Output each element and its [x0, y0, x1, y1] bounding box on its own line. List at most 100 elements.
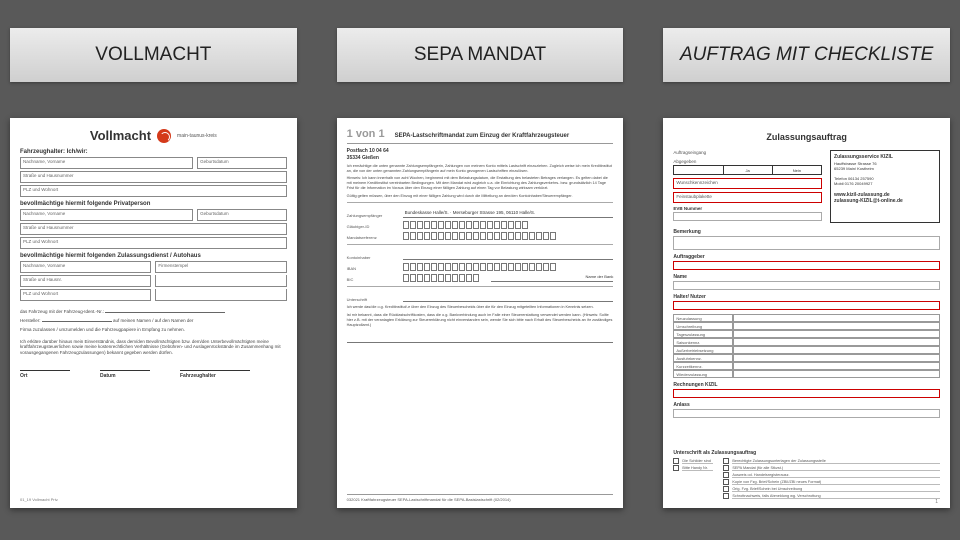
contact-card: Zulassungsservice KIZIL Hauffstrasse Str… [830, 150, 940, 223]
doc1-sec3: bevollmächtige hiermit folgenden Zulassu… [20, 253, 287, 259]
grid-value [733, 314, 940, 322]
note1: Ich werde das/die o.g. Kreditinstitut/-e… [347, 305, 614, 310]
lab-abgegeben: Abgegeben [673, 159, 822, 164]
grid-label: Ausfuhrkennz. [673, 354, 733, 362]
seg-empty [674, 166, 723, 174]
grid-value [733, 346, 940, 354]
doc2-title: SEPA-Lastschriftmandat zum Einzug der Kr… [395, 133, 570, 139]
sec-rech: Rechnungen KIZIL [673, 382, 940, 388]
ident-line [105, 312, 225, 313]
sig-datum: Datum [100, 370, 150, 379]
tab-sepa[interactable]: SEPA MANDAT [337, 28, 624, 82]
chk-row: SEPA Mandat (für alle Stkzst.) [723, 465, 940, 471]
red-feinstaub: Feinstaubplakette [673, 192, 822, 203]
chk-row: Orig. Fzg. Brief/Schein bei Umschreibung [723, 486, 940, 492]
seg-ja: Ja [724, 166, 773, 174]
field-plz: PLZ und Wohnort [20, 237, 287, 249]
bemerk-box [673, 236, 940, 250]
tab-auftrag[interactable]: AUFTRAG MIT CHECKLISTE [663, 28, 950, 82]
doc2-footer: 032021 Kraftfahrzeugsteuer SEPA-Lastschr… [347, 494, 614, 502]
checkbox-icon [673, 458, 679, 464]
chk-row: Kopie von Fzg. Brief/Schein (ZBII/ZBI ne… [723, 479, 940, 485]
doc1-title: Vollmacht [90, 128, 151, 143]
ident-label: das Fahrzeug mit der Fahrzeug-Ident.-Nr.… [20, 309, 105, 314]
grid-label: Neuzulassung [673, 314, 733, 322]
glid-boxes [403, 221, 528, 229]
evb-box [673, 212, 822, 221]
field-stamp: Firmenstempel [155, 261, 286, 273]
grid-label: Wiederzulassung [673, 370, 733, 378]
doc-vollmacht[interactable]: Vollmacht main-taunus-kreis Fahrzeughalt… [10, 118, 297, 508]
sec-halter: Halter/ Nutzer [673, 294, 940, 300]
checkbox-icon [673, 465, 679, 471]
tab-vollmacht[interactable]: VOLLMACHT [10, 28, 297, 82]
grid-row: Kurzzeitkennz. [673, 362, 940, 370]
lab-iban: IBAN [347, 266, 397, 271]
tab-label: SEPA MANDAT [414, 45, 546, 66]
grid-row: Neuzulassung [673, 314, 940, 322]
field-name: Nachname, Vorname [20, 209, 193, 221]
lab-eingang: Auftragseingang [673, 150, 822, 155]
name-box [673, 281, 940, 290]
lab-evb: EVB Nummer [673, 206, 822, 211]
page-indicator: 1 von 1 [347, 128, 385, 140]
field-plz: PLZ und Wohnort [20, 289, 151, 301]
bic-boxes [403, 274, 479, 282]
grid-label: Außerbetriebsetzung [673, 346, 733, 354]
seg-nein: Nein [773, 166, 821, 174]
doc3-title: Zulassungsauftrag [673, 132, 940, 142]
grid-value [733, 338, 940, 346]
iban-boxes [403, 263, 556, 271]
inhaber-line [403, 252, 614, 260]
chk-label: Berechtigte Zulassungsunterlagen der Zul… [732, 459, 940, 464]
doc1-sec2: bevollmächtige hiermit folgende Privatpe… [20, 201, 287, 207]
firma-text: Firma zuzulassen / umzumelden und die Fa… [20, 327, 287, 333]
doc-sepa[interactable]: 1 von 1 SEPA-Lastschriftmandat zum Einzu… [337, 118, 624, 508]
lab-sign: Unterschrift [347, 297, 397, 302]
type-grid: NeuzulassungUmschreibungTageszulassungSa… [673, 314, 940, 378]
grid-row: Umschreibung [673, 322, 940, 330]
mandat-boxes [403, 232, 556, 240]
lab-mandat: Mandatsreferenz [347, 235, 397, 240]
field-birth: Geburtsdatum [197, 209, 287, 221]
lab-glid: Gläubiger-ID [347, 224, 397, 229]
lab-anschrift: Zahlungsempfänger [347, 213, 397, 218]
grid-value [733, 322, 940, 330]
grid-row: Saisonkennz. [673, 338, 940, 346]
field-stamp-cont [155, 289, 286, 301]
bank-line: Name der Bank [491, 274, 614, 282]
signature-row: Ort Datum Fahrzeughalter [20, 370, 287, 379]
checkbox-icon [723, 493, 729, 499]
doc-auftrag[interactable]: Zulassungsauftrag Auftragseingang Abgege… [663, 118, 950, 508]
auftrag-box [673, 261, 940, 270]
field-name: Nachname, Vorname [20, 261, 151, 273]
field-street: Straße und Hausnummer [20, 223, 287, 235]
field-birth: Geburtsdatum [197, 157, 287, 169]
tab-label: VOLLMACHT [95, 45, 211, 66]
chk2-0: Die Schilder sind [682, 459, 713, 464]
final-sign-line [347, 335, 614, 343]
checkbox-icon [723, 465, 729, 471]
lab-inhaber: Kontoinhaber [347, 255, 397, 260]
card-l2: 65239 Main/ Kostheim [834, 166, 874, 171]
addr2: 35334 Gießen [347, 155, 614, 161]
card-l4: Mobil 0176 20049927 [834, 181, 872, 186]
sec-auftrag: Auftraggeber [673, 254, 940, 260]
card-l6: zulassung-KIZIL@t-online.de [834, 198, 903, 204]
chk-label: Ausweis od. Handelsregisterausz. [732, 473, 940, 478]
grid-value [733, 330, 940, 338]
chk2-row: Bitte Handy Nr. [673, 465, 713, 471]
card-l5: www.kizil-zulassung.de [834, 192, 890, 198]
grid-row: Ausfuhrkennz. [673, 354, 940, 362]
grid-value [733, 354, 940, 362]
field-street: Straße und Hausnummer [20, 171, 287, 183]
doc1-brand: main-taunus-kreis [177, 133, 217, 139]
card-name: Zulassungsservice KIZIL [834, 154, 893, 160]
chk-row: Berechtigte Zulassungsunterlagen der Zul… [723, 458, 940, 464]
grid-label: Tageszulassung [673, 330, 733, 338]
doc1-footer: 01_19 Vollmacht Priv. [20, 497, 58, 502]
para1: Ich ermächtige die unten genannte Zahlun… [347, 164, 614, 173]
checkbox-icon [723, 486, 729, 492]
doc1-sec1: Fahrzeughalter: Ich/wir: [20, 149, 287, 155]
addr1: Postfach 10 04 64 [347, 148, 614, 154]
